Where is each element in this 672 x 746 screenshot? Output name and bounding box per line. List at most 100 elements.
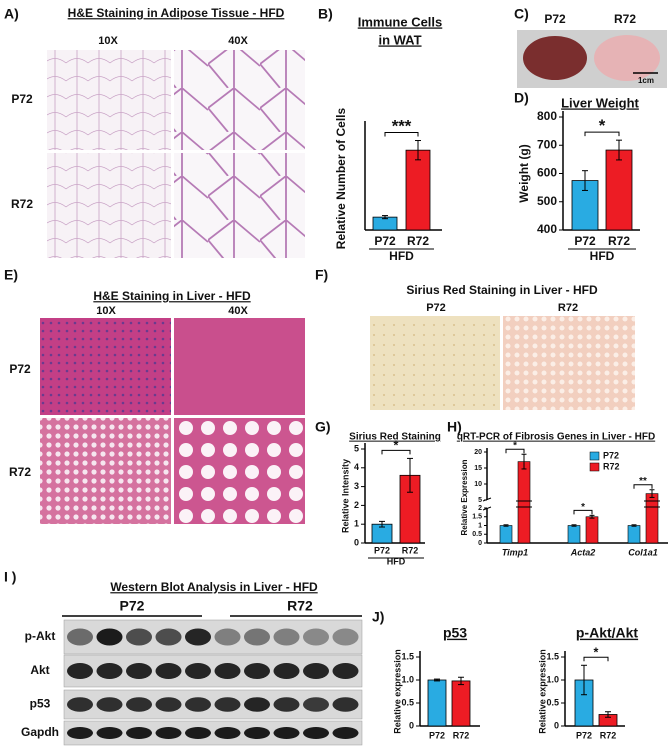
blot-band [96,697,123,712]
y-tick-label: 600 [537,166,557,180]
panel-title: H&E Staining in Liver - HFD [93,289,251,303]
significance: ** [639,476,647,487]
column-label: 40X [228,305,248,317]
blot-band [155,697,182,712]
blot-band [303,697,329,712]
micrograph [47,50,171,150]
bar-break [516,500,532,508]
legend-label: R72 [603,461,620,471]
legend-label: P72 [603,450,619,460]
y-tick-label: 0 [409,720,414,730]
significance-bracket [381,449,411,455]
bar [585,516,599,544]
x-axis-label: HFD [387,556,406,566]
blot-band [244,663,270,679]
x-tick-label: P72 [429,730,445,740]
blot-band [273,663,300,679]
chart-title: Liver Weight [561,95,639,110]
y-tick-label: 10 [474,481,482,488]
bar [451,680,471,727]
y-tick-label: 500 [537,194,557,208]
y-tick-label: 0.5 [401,697,414,707]
y-tick-label: 1.5 [546,651,559,661]
blot-band [214,628,241,646]
blot-band [214,663,241,679]
y-tick-label: 0 [478,540,482,547]
significance: *** [392,117,412,136]
x-tick-label: Timp1 [502,547,528,557]
chart-title: Immune Cells [358,14,443,29]
x-tick-label: R72 [453,730,470,740]
y-tick-label: 800 [537,109,557,123]
scale-label: 1cm [638,76,654,85]
significance-bracket [573,509,593,515]
row-label: P72 [11,92,33,106]
legend-swatch [589,462,600,472]
row-label: R72 [9,465,31,479]
y-axis-label: Relative Intensity [340,459,350,533]
blot-band [185,697,211,712]
micrograph [174,153,305,258]
significance-bracket [584,131,620,137]
blot-band [273,628,300,646]
x-axis-label: HFD [590,249,615,263]
liver [594,35,660,81]
images [40,30,667,524]
blot-band [126,727,152,739]
blot-band [303,628,329,646]
panel-title: H&E Staining in Adipose Tissue - HFD [68,6,285,20]
y-tick-label: 15 [474,465,482,472]
significance-bracket [505,448,525,454]
panel-label: G) [315,419,331,435]
blot-band [185,727,211,739]
y-axis-label: Relative Number of Cells [334,107,348,249]
bar [605,149,633,231]
blot-band [273,727,300,739]
x-tick-label: R72 [600,730,617,740]
blot-band [244,727,270,739]
x-tick-label: P72 [576,730,592,740]
significance-bracket [583,656,609,662]
group-label: P72 [120,598,145,614]
y-tick-label: 400 [537,222,557,236]
significance: * [394,439,399,453]
y-axis-label: Relative Expression [460,459,469,535]
blot-band [244,628,270,646]
panel-label: A) [4,6,19,22]
blot-band [185,663,211,679]
y-tick-label: 1.5 [472,514,482,521]
row-label: Gapdh [21,725,59,739]
y-tick-label: 700 [537,137,557,151]
significance: * [581,502,585,513]
significance: * [513,441,517,452]
bar-break [644,500,660,508]
micrograph [40,418,171,524]
blot-band [96,628,123,646]
panel-label: I ) [4,569,16,585]
chart-title: p53 [443,625,467,641]
significance: * [599,116,606,135]
y-tick-label: 2 [478,505,482,512]
panel-label: C) [514,6,529,22]
row-label: R72 [11,197,33,211]
significance-bracket [384,132,419,137]
row-label: p-Akt [25,629,56,643]
blot-band [303,727,329,739]
y-tick-label: 1 [478,522,482,529]
row-label: p53 [30,697,51,711]
blot-band [214,727,241,739]
blot-band [332,628,359,646]
liver [523,36,587,80]
y-tick-label: 1.0 [546,674,559,684]
panel-title: Western Blot Analysis in Liver - HFD [110,580,318,594]
blot-band [67,663,93,679]
panel-label: B) [318,6,333,22]
x-tick-label: R72 [402,545,419,555]
micrograph [174,418,305,524]
y-axis-label: Relative expression [537,649,547,734]
panel-label: F) [315,267,328,283]
micrograph [174,318,305,415]
blot-band [126,663,152,679]
blot-band [67,697,93,712]
blot-band [155,727,182,739]
